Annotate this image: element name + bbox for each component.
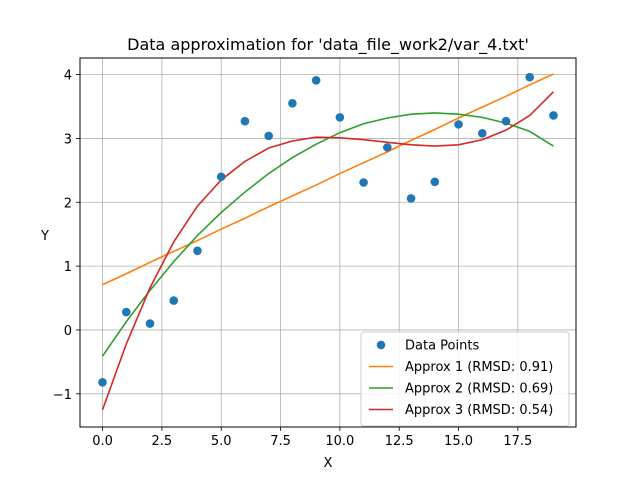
series-layer xyxy=(98,72,558,411)
x-tick-label: 17.5 xyxy=(503,434,532,449)
axis-ticks: 0.0 2.5 5.0 7.5 10.0 12.5 15.0 17.5 −1 0 1 2 3 4 xyxy=(53,69,533,449)
x-axis-label: X xyxy=(324,456,333,471)
y-tick-label: 0 xyxy=(64,324,72,339)
y-axis-label: Y xyxy=(40,229,49,244)
data-point xyxy=(525,72,535,82)
data-point xyxy=(98,378,107,387)
x-tick-label: 2.5 xyxy=(152,434,173,449)
data-point xyxy=(359,178,368,187)
data-point xyxy=(216,172,226,182)
legend-marker xyxy=(376,340,386,350)
legend-box xyxy=(360,331,570,427)
y-tick-label: 3 xyxy=(64,132,72,147)
data-point xyxy=(406,194,416,203)
y-tick-label: −1 xyxy=(53,388,72,403)
x-tick-label: 5.0 xyxy=(211,434,232,449)
data-point xyxy=(501,116,511,126)
grid-lines xyxy=(80,58,576,427)
data-point xyxy=(549,111,558,120)
legend-entry: Approx 1 (RMSD: 0.91) xyxy=(405,360,553,375)
data-point xyxy=(121,307,131,317)
data-point xyxy=(240,116,250,126)
legend-entry: Approx 2 (RMSD: 0.69) xyxy=(405,382,553,397)
legend-entry: Data Points xyxy=(405,339,479,354)
data-point xyxy=(430,177,440,187)
data-point xyxy=(335,113,345,122)
y-tick-label: 4 xyxy=(64,69,72,84)
chart-title: Data approximation for 'data_file_work2/… xyxy=(127,35,529,55)
data-point xyxy=(145,319,155,328)
x-tick-label: 0.0 xyxy=(92,434,113,449)
x-tick-label: 10.0 xyxy=(325,434,354,449)
data-point xyxy=(264,131,273,141)
data-point xyxy=(193,246,202,256)
data-point xyxy=(454,120,463,129)
data-point xyxy=(169,296,179,305)
plot-frame xyxy=(79,57,577,428)
legend: Data Points Approx 1 (RMSD: 0.91) Approx 2… xyxy=(360,331,570,427)
data-point xyxy=(383,143,392,152)
data-point xyxy=(311,76,321,85)
series-line-2 xyxy=(101,112,554,357)
series-line-1 xyxy=(102,73,554,286)
series-line-3 xyxy=(101,91,555,411)
data-point xyxy=(288,99,297,108)
x-tick-label: 12.5 xyxy=(385,434,414,449)
x-tick-label: 15.0 xyxy=(444,434,473,449)
y-tick-label: 2 xyxy=(64,196,72,211)
legend-entry: Approx 3 (RMSD: 0.54) xyxy=(405,403,553,418)
data-point xyxy=(477,129,487,138)
y-tick-label: 1 xyxy=(64,260,72,275)
x-tick-label: 7.5 xyxy=(270,434,291,449)
